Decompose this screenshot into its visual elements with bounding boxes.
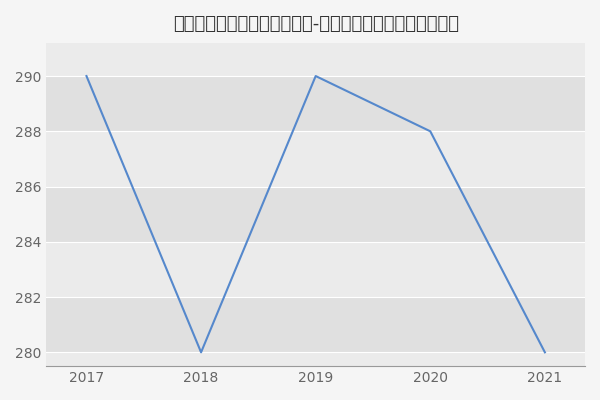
Title: 新疆农业大学农学院遗传学（-历年复试）研究生录取分数线: 新疆农业大学农学院遗传学（-历年复试）研究生录取分数线	[173, 15, 458, 33]
Bar	[46, 186, 585, 242]
Bar	[46, 297, 585, 352]
Bar	[46, 76, 585, 131]
